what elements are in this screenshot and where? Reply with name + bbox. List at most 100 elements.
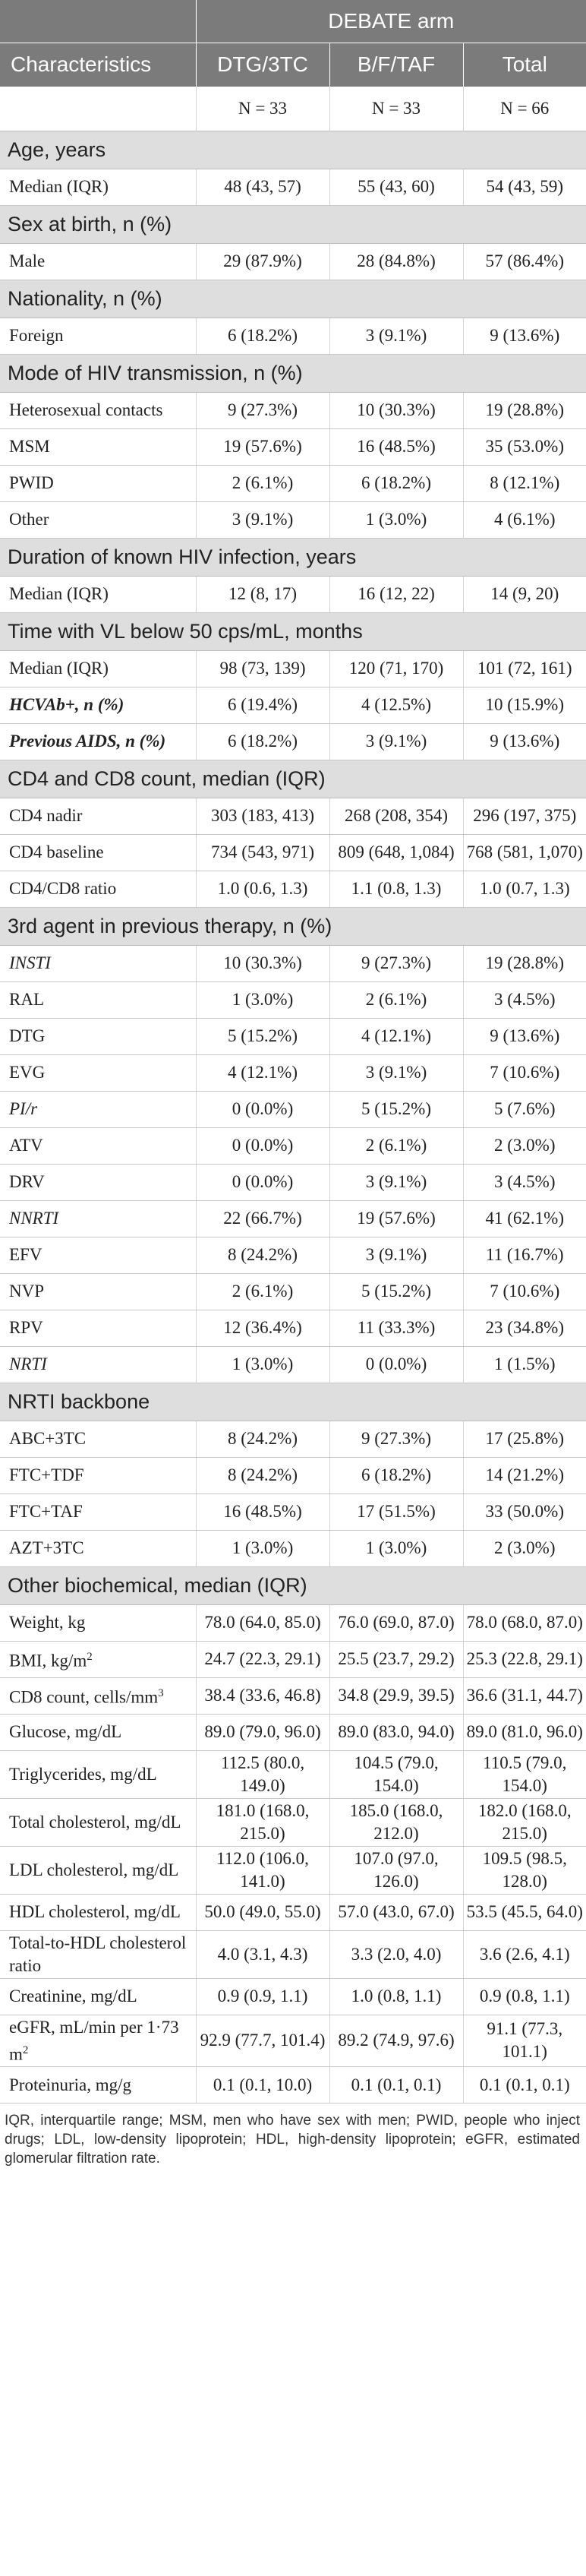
table-row: FTC+TDF 8 (24.2%) 6 (18.2%) 14 (21.2%) <box>0 1457 586 1494</box>
row-label: CD4/CD8 ratio <box>0 871 197 908</box>
bf-taf-value: 89.0 (83.0, 94.0) <box>329 1714 464 1751</box>
bf-taf-value: 107.0 (97.0, 126.0) <box>329 1846 464 1895</box>
row-label-text: FTC+TAF <box>9 1502 83 1521</box>
row-label-text: NNRTI <box>9 1209 59 1228</box>
total-value: 14 (21.2%) <box>463 1457 586 1494</box>
row-label-text: INSTI <box>9 953 51 972</box>
row-label: AZT+3TC <box>0 1530 197 1567</box>
total-value: 8 (12.1%) <box>463 465 586 502</box>
section-title: Mode of HIV transmission, n (%) <box>0 354 586 393</box>
row-label: HCVAb+, n (%) <box>0 687 197 724</box>
bf-taf-value: 5 (15.2%) <box>329 1091 464 1128</box>
dtg-3tc-value: 12 (36.4%) <box>196 1310 330 1347</box>
row-label: CD4 baseline <box>0 834 197 871</box>
n-dtg: N = 33 <box>196 87 330 131</box>
dtg-3tc-value: 4 (12.1%) <box>196 1054 330 1092</box>
row-label-superscript: 2 <box>22 2043 29 2056</box>
arm-header: DEBATE arm <box>195 0 586 43</box>
table-row: PWID 2 (6.1%) 6 (18.2%) 8 (12.1%) <box>0 465 586 502</box>
total-value: 17 (25.8%) <box>463 1421 586 1458</box>
row-label-text: Total cholesterol, mg/dL <box>9 1812 181 1832</box>
row-label-text: Median (IQR) <box>9 584 109 603</box>
table-row: Weight, kg 78.0 (64.0, 85.0) 76.0 (69.0, 8… <box>0 1604 586 1642</box>
total-value: 91.1 (77.3, 101.1) <box>463 2015 586 2068</box>
bf-taf-value: 120 (71, 170) <box>329 650 464 687</box>
row-label-text: Male <box>9 251 46 270</box>
table-row: eGFR, mL/min per 1·73 m2 92.9 (77.7, 101.… <box>0 2015 586 2068</box>
row-label-text: ATV <box>9 1136 43 1155</box>
dtg-3tc-value: 50.0 (49.0, 55.0) <box>196 1894 330 1931</box>
table-row: Previous AIDS, n (%) 6 (18.2%) 3 (9.1%) 9 (… <box>0 723 586 760</box>
section-row: Duration of known HIV infection, years <box>0 538 586 577</box>
row-label-text: Creatinine, mg/dL <box>9 1987 137 2005</box>
row-label: Creatinine, mg/dL <box>0 1978 197 2015</box>
dtg-3tc-value: 1 (3.0%) <box>196 1346 330 1383</box>
row-label: FTC+TDF <box>0 1457 197 1494</box>
row-label: Median (IQR) <box>0 650 197 687</box>
row-label-text: eGFR, mL/min per 1·73 m <box>9 2017 179 2064</box>
bf-taf-value: 16 (48.5%) <box>329 428 464 466</box>
dtg-3tc-value: 10 (30.3%) <box>196 945 330 982</box>
dtg-3tc-value: 38.4 (33.6, 46.8) <box>196 1677 330 1715</box>
characteristics-header: Characteristics <box>0 43 196 87</box>
bf-taf-value: 6 (18.2%) <box>329 465 464 502</box>
total-value: 9 (13.6%) <box>463 318 586 355</box>
dtg-3tc-value: 6 (19.4%) <box>196 687 330 724</box>
header-empty-cell <box>0 0 196 43</box>
dtg-3tc-value: 6 (18.2%) <box>196 723 330 760</box>
section-row: NRTI backbone <box>0 1383 586 1421</box>
row-label: eGFR, mL/min per 1·73 m2 <box>0 2015 197 2068</box>
row-label-superscript: 3 <box>158 1687 164 1700</box>
bf-taf-value: 34.8 (29.9, 39.5) <box>329 1677 464 1715</box>
n-row: N = 33 N = 33 N = 66 <box>0 87 586 131</box>
dtg-3tc-value: 0 (0.0%) <box>196 1164 330 1201</box>
row-label-superscript: 2 <box>87 1651 93 1664</box>
bf-taf-value: 3 (9.1%) <box>329 723 464 760</box>
table-row: HCVAb+, n (%) 6 (19.4%) 4 (12.5%) 10 (15.9%… <box>0 687 586 724</box>
row-label: Foreign <box>0 318 197 355</box>
row-label: Previous AIDS, n (%) <box>0 723 197 760</box>
table-row: CD4 nadir 303 (183, 413) 268 (208, 354) 296… <box>0 798 586 835</box>
total-value: 9 (13.6%) <box>463 1018 586 1055</box>
table-row: Median (IQR) 48 (43, 57) 55 (43, 60) 54 (43… <box>0 169 586 206</box>
total-value: 25.3 (22.8, 29.1) <box>463 1641 586 1678</box>
total-value: 33 (50.0%) <box>463 1493 586 1531</box>
row-label-text: PI/r <box>9 1099 38 1118</box>
section-title: Sex at birth, n (%) <box>0 205 586 244</box>
table-row: DRV 0 (0.0%) 3 (9.1%) 3 (4.5%) <box>0 1164 586 1201</box>
total-value: 1 (1.5%) <box>463 1346 586 1383</box>
section-row: Age, years <box>0 131 586 169</box>
total-value: 182.0 (168.0, 215.0) <box>463 1798 586 1847</box>
bf-taf-value: 2 (6.1%) <box>329 1127 464 1165</box>
bf-taf-value: 0 (0.0%) <box>329 1346 464 1383</box>
characteristics-table: DEBATE arm Characteristics DTG/3TC B/F/T… <box>0 0 586 2104</box>
dtg-3tc-value: 29 (87.9%) <box>196 243 330 280</box>
bf-taf-value: 1 (3.0%) <box>329 1530 464 1567</box>
dtg-3tc-value: 0 (0.0%) <box>196 1127 330 1165</box>
row-label: BMI, kg/m2 <box>0 1641 197 1678</box>
dtg-3tc-value: 89.0 (79.0, 96.0) <box>196 1714 330 1751</box>
dtg-3tc-value: 78.0 (64.0, 85.0) <box>196 1604 330 1642</box>
n-row-blank <box>0 87 197 131</box>
table-row: HDL cholesterol, mg/dL 50.0 (49.0, 55.0) 5… <box>0 1894 586 1931</box>
row-label: Male <box>0 243 197 280</box>
total-value: 2 (3.0%) <box>463 1530 586 1567</box>
table-body: N = 33 N = 33 N = 66 Age, years Median (I… <box>0 87 586 2104</box>
bf-taf-value: 2 (6.1%) <box>329 981 464 1019</box>
total-value: 10 (15.9%) <box>463 687 586 724</box>
row-label: DRV <box>0 1164 197 1201</box>
row-label: Weight, kg <box>0 1604 197 1642</box>
dtg-3tc-value: 24.7 (22.3, 29.1) <box>196 1641 330 1678</box>
dtg-3tc-value: 6 (18.2%) <box>196 318 330 355</box>
total-value: 35 (53.0%) <box>463 428 586 466</box>
total-value: 3 (4.5%) <box>463 981 586 1019</box>
dtg-3tc-value: 8 (24.2%) <box>196 1421 330 1458</box>
row-label-text: CD4/CD8 ratio <box>9 879 117 898</box>
dtg-3tc-value: 112.5 (80.0, 149.0) <box>196 1750 330 1799</box>
row-label-text: Heterosexual contacts <box>9 400 163 419</box>
table-row: PI/r 0 (0.0%) 5 (15.2%) 5 (7.6%) <box>0 1091 586 1128</box>
bf-taf-value: 1 (3.0%) <box>329 501 464 539</box>
total-value: 3 (4.5%) <box>463 1164 586 1201</box>
row-label: EVG <box>0 1054 197 1092</box>
dtg-3tc-value: 3 (9.1%) <box>196 501 330 539</box>
